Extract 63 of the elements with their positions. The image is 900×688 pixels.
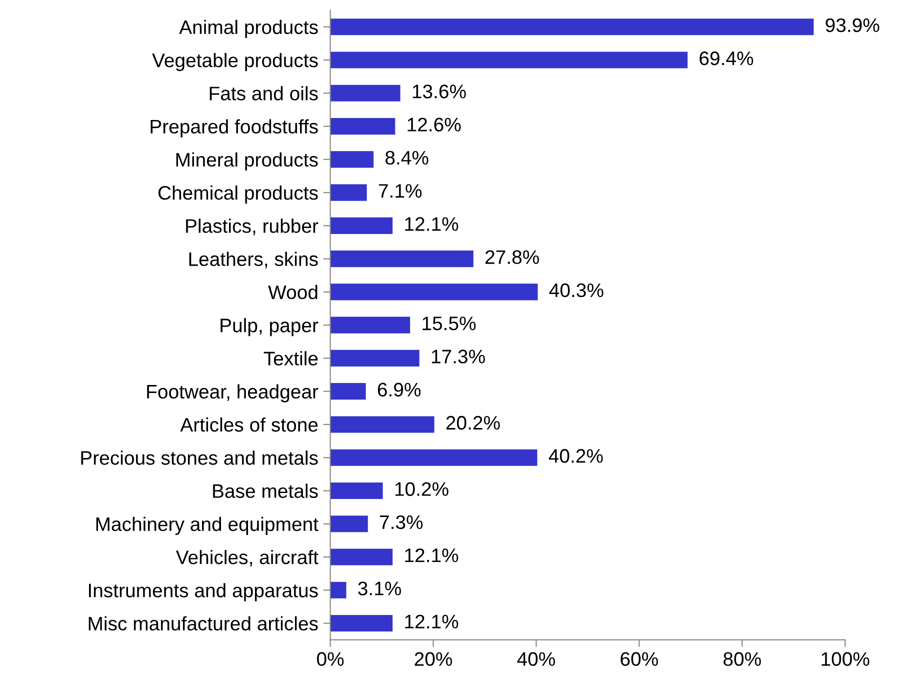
y-tick-label: Plastics, rubber xyxy=(186,218,318,236)
bar xyxy=(330,151,374,168)
data-label: 3.1% xyxy=(358,582,401,596)
data-label: 12.1% xyxy=(405,614,458,628)
y-tick-label: Footwear, headgear xyxy=(147,384,318,402)
bar xyxy=(330,84,400,102)
bar xyxy=(330,582,346,598)
y-tick-label: Misc manufactured articles xyxy=(88,616,318,631)
x-tick-label: 40% xyxy=(517,652,555,666)
x-tick-label: 0% xyxy=(317,652,344,666)
y-tick-label: Chemical products xyxy=(158,186,318,204)
bar xyxy=(330,449,538,466)
y-tick-label: Vegetable products xyxy=(152,52,318,72)
y-tick-label: Prepared foodstuffs xyxy=(150,119,318,138)
y-tick-label: Base metals xyxy=(213,484,318,498)
bar xyxy=(330,416,434,433)
data-label: 69.4% xyxy=(700,51,754,66)
bar xyxy=(330,383,366,400)
data-label: 12.6% xyxy=(408,118,461,132)
y-tick-label: Pulp, paper xyxy=(220,318,318,336)
bar xyxy=(330,516,368,532)
bar xyxy=(330,118,396,135)
bar xyxy=(330,184,367,201)
bar xyxy=(330,482,383,500)
x-tick-label: 60% xyxy=(620,652,658,666)
data-label: 40.3% xyxy=(549,283,604,298)
x-tick-label: 100% xyxy=(822,652,870,666)
y-tick-label: Precious stones and metals xyxy=(81,450,318,465)
bar xyxy=(330,284,538,300)
data-label: 15.5% xyxy=(422,316,476,330)
data-label: 12.1% xyxy=(405,548,458,562)
data-label: 27.8% xyxy=(486,250,539,264)
bar xyxy=(330,217,393,234)
y-tick-label: Textile xyxy=(264,351,318,366)
data-label: 7.1% xyxy=(378,184,422,198)
x-tick-label: 80% xyxy=(724,652,761,666)
y-tick-label: Animal products xyxy=(179,20,318,38)
y-tick-label: Machinery and equipment xyxy=(96,516,318,535)
data-label: 7.3% xyxy=(380,515,423,530)
data-label: 40.2% xyxy=(548,449,603,463)
data-label: 10.2% xyxy=(395,482,448,496)
y-tick-label: Vehicles, aircraft xyxy=(176,550,318,567)
y-tick-label: Wood xyxy=(268,284,318,300)
x-tick-label: 20% xyxy=(414,652,452,666)
data-label: 12.1% xyxy=(405,217,458,231)
bar xyxy=(330,316,410,334)
bar xyxy=(330,350,420,366)
data-label: 20.2% xyxy=(446,416,500,430)
y-tick-label: Mineral products xyxy=(176,152,318,170)
data-label: 93.9% xyxy=(826,18,880,32)
bar xyxy=(330,18,814,36)
data-label: 8.4% xyxy=(386,150,428,165)
y-tick-label: Instruments and apparatus xyxy=(89,583,318,602)
y-tick-label: Fats and oils xyxy=(210,86,318,100)
data-label: 17.3% xyxy=(432,350,485,364)
y-tick-label: Articles of stone xyxy=(180,417,318,432)
y-tick-label: Leathers, skins xyxy=(189,252,318,268)
bar xyxy=(330,52,688,68)
data-label: 6.9% xyxy=(378,382,421,397)
bar xyxy=(330,250,474,268)
data-label: 13.6% xyxy=(412,84,466,98)
bar xyxy=(330,614,393,632)
bar xyxy=(330,548,393,566)
